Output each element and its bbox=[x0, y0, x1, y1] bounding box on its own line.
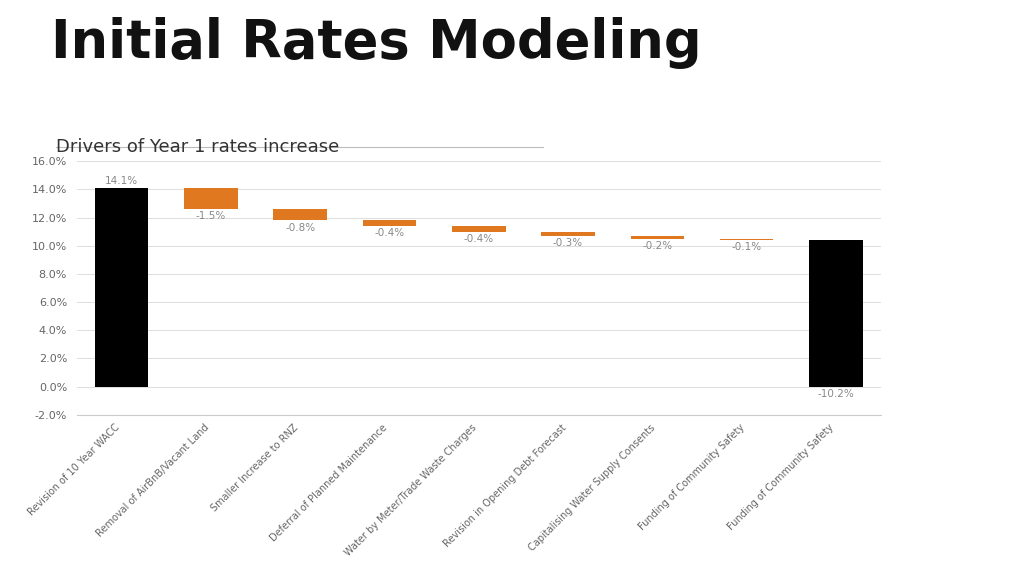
Text: -0.3%: -0.3% bbox=[553, 238, 583, 248]
Text: -0.8%: -0.8% bbox=[285, 222, 315, 233]
Text: -0.4%: -0.4% bbox=[464, 234, 494, 244]
Text: -10.2%: -10.2% bbox=[817, 389, 854, 399]
Bar bbox=[720, 238, 773, 240]
Bar bbox=[809, 240, 863, 386]
Text: 14.1%: 14.1% bbox=[104, 176, 138, 186]
Text: Drivers of Year 1 rates increase: Drivers of Year 1 rates increase bbox=[56, 138, 340, 156]
Bar bbox=[631, 236, 684, 238]
Bar bbox=[452, 226, 506, 232]
Text: -0.1%: -0.1% bbox=[731, 242, 762, 252]
Bar bbox=[273, 209, 327, 221]
Bar bbox=[94, 188, 148, 386]
Text: Initial Rates Modeling: Initial Rates Modeling bbox=[51, 17, 701, 69]
Text: -0.2%: -0.2% bbox=[642, 241, 673, 251]
Text: -0.4%: -0.4% bbox=[375, 228, 404, 238]
Bar bbox=[362, 221, 416, 226]
Text: -1.5%: -1.5% bbox=[196, 211, 226, 221]
Bar bbox=[542, 232, 595, 236]
Bar bbox=[184, 188, 238, 209]
